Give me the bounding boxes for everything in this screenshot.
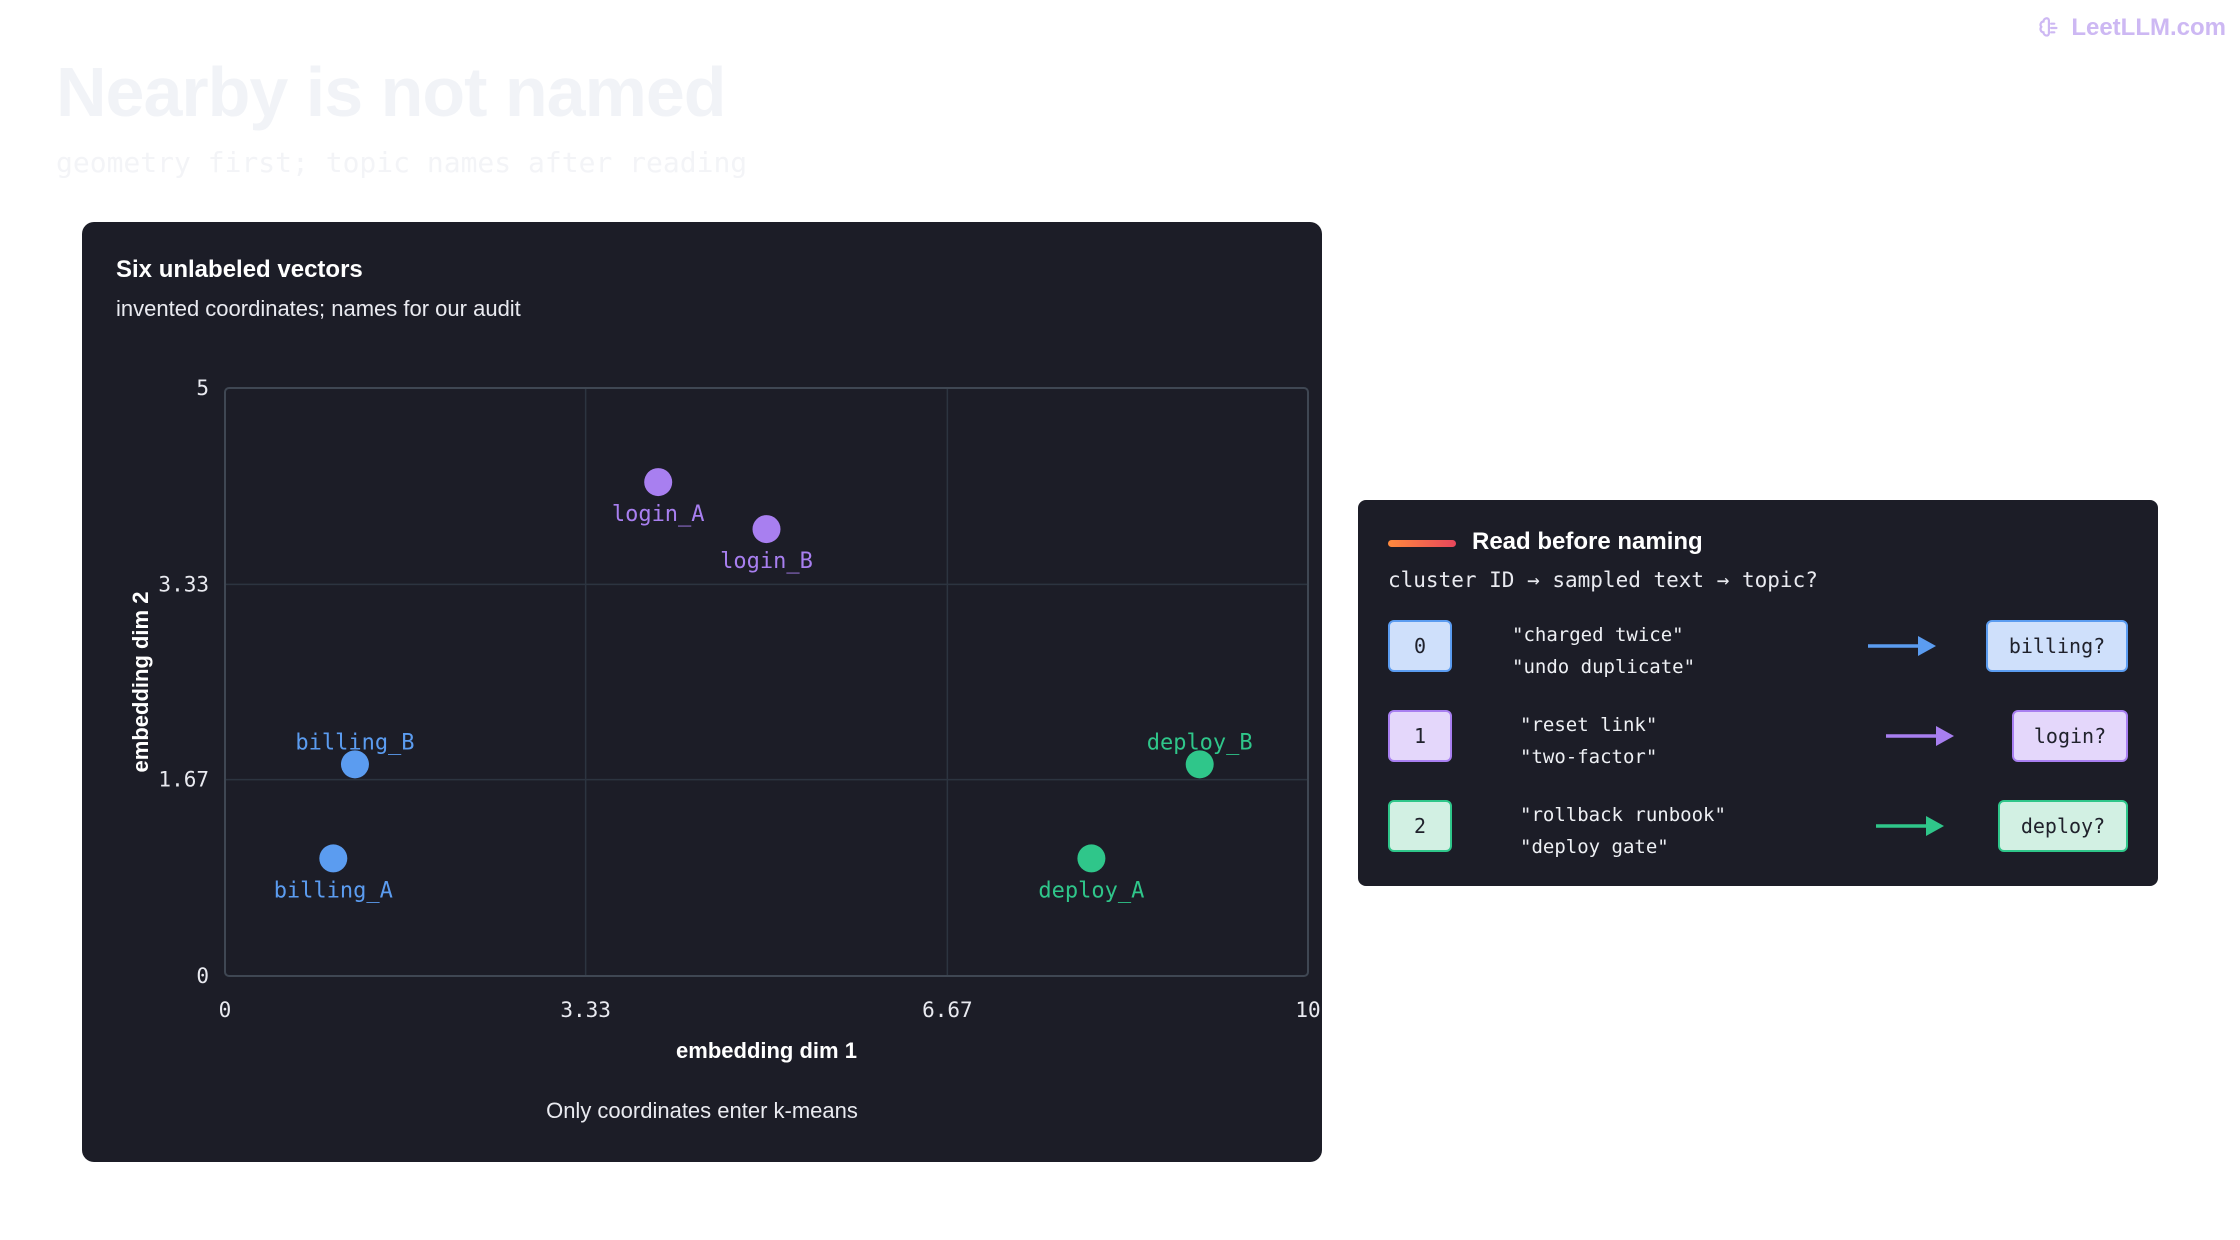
chart-subtitle: invented coordinates; names for our audi… — [116, 296, 521, 321]
point-deploy-a — [1077, 844, 1106, 873]
y-tick-label: 1.67 — [158, 768, 209, 792]
point-label: deploy_B — [1147, 730, 1253, 755]
plot-frame — [224, 387, 1309, 977]
chart-footnote: Only coordinates enter k-means — [546, 1098, 858, 1123]
topic-guess-box: deploy? — [1998, 800, 2128, 852]
y-tick-label: 3.33 — [158, 572, 209, 596]
brand-label: LeetLLM.com — [2071, 14, 2226, 41]
sampled-text: "rollback runbook" "deploy gate" — [1520, 799, 1726, 863]
y-tick-label: 0 — [196, 964, 209, 988]
brain-icon — [2039, 17, 2058, 37]
x-tick-label: 0 — [219, 998, 232, 1022]
point-billing-b — [340, 750, 369, 779]
topic-guess-box: login? — [2012, 710, 2128, 762]
sample-line: "rollback runbook" — [1520, 804, 1726, 826]
y-tick-label: 5 — [196, 376, 209, 400]
naming-panel: Read before naming cluster ID → sampled … — [1358, 500, 2158, 886]
arrow-right-icon — [1876, 816, 1944, 836]
panel-accent-bar — [1388, 540, 1456, 547]
chart-title: Six unlabeled vectors — [116, 256, 363, 283]
x-tick-label: 10 — [1295, 998, 1320, 1022]
cluster-row-0: 0 "charged twice" "undo duplicate" billing? — [1388, 620, 2128, 678]
point-label: billing_A — [274, 878, 393, 903]
page-subtitle: geometry first; topic names after readin… — [56, 146, 748, 179]
x-tick-label: 3.33 — [560, 998, 611, 1022]
topic-guess-box: billing? — [1986, 620, 2128, 672]
point-label: billing_B — [295, 730, 414, 755]
sample-line: "undo duplicate" — [1512, 656, 1696, 678]
cluster-id-box: 0 — [1388, 620, 1452, 672]
x-tick-label: 6.67 — [922, 998, 973, 1022]
cluster-row-1: 1 "reset link" "two-factor" login? — [1388, 710, 2128, 768]
sample-line: "charged twice" — [1512, 624, 1684, 646]
point-billing-a — [319, 844, 348, 873]
point-deploy-b — [1185, 750, 1214, 779]
chart-card: Six unlabeled vectors invented coordinat… — [82, 222, 1322, 1162]
sampled-text: "charged twice" "undo duplicate" — [1512, 619, 1695, 683]
sample-line: "reset link" — [1520, 714, 1658, 736]
sample-line: "two-factor" — [1520, 746, 1658, 768]
point-label: deploy_A — [1038, 878, 1144, 903]
x-axis-label: embedding dim 1 — [676, 1038, 857, 1063]
y-axis-label: embedding dim 2 — [128, 592, 153, 773]
arrow-right-icon — [1868, 636, 1936, 656]
sample-line: "deploy gate" — [1520, 836, 1669, 858]
panel-subtitle: cluster ID → sampled text → topic? — [1388, 568, 1818, 592]
page-title: Nearby is not named — [56, 53, 727, 131]
point-label: login_B — [720, 549, 813, 574]
scatter-plot: 0 3.33 6.67 10 0 1.67 3.33 5 embedding dim 1 embe… — [128, 376, 1321, 1063]
sampled-text: "reset link" "two-factor" — [1520, 709, 1657, 773]
point-login-b — [752, 515, 781, 544]
cluster-row-2: 2 "rollback runbook" "deploy gate" deploy? — [1388, 800, 2128, 858]
arrow-right-icon — [1886, 726, 1954, 746]
cluster-id-box: 2 — [1388, 800, 1452, 852]
point-label: login_A — [612, 502, 705, 527]
brand[interactable]: LeetLLM.com — [2037, 14, 2226, 42]
point-login-a — [644, 468, 673, 497]
cluster-id-box: 1 — [1388, 710, 1452, 762]
panel-title: Read before naming — [1472, 528, 1703, 555]
